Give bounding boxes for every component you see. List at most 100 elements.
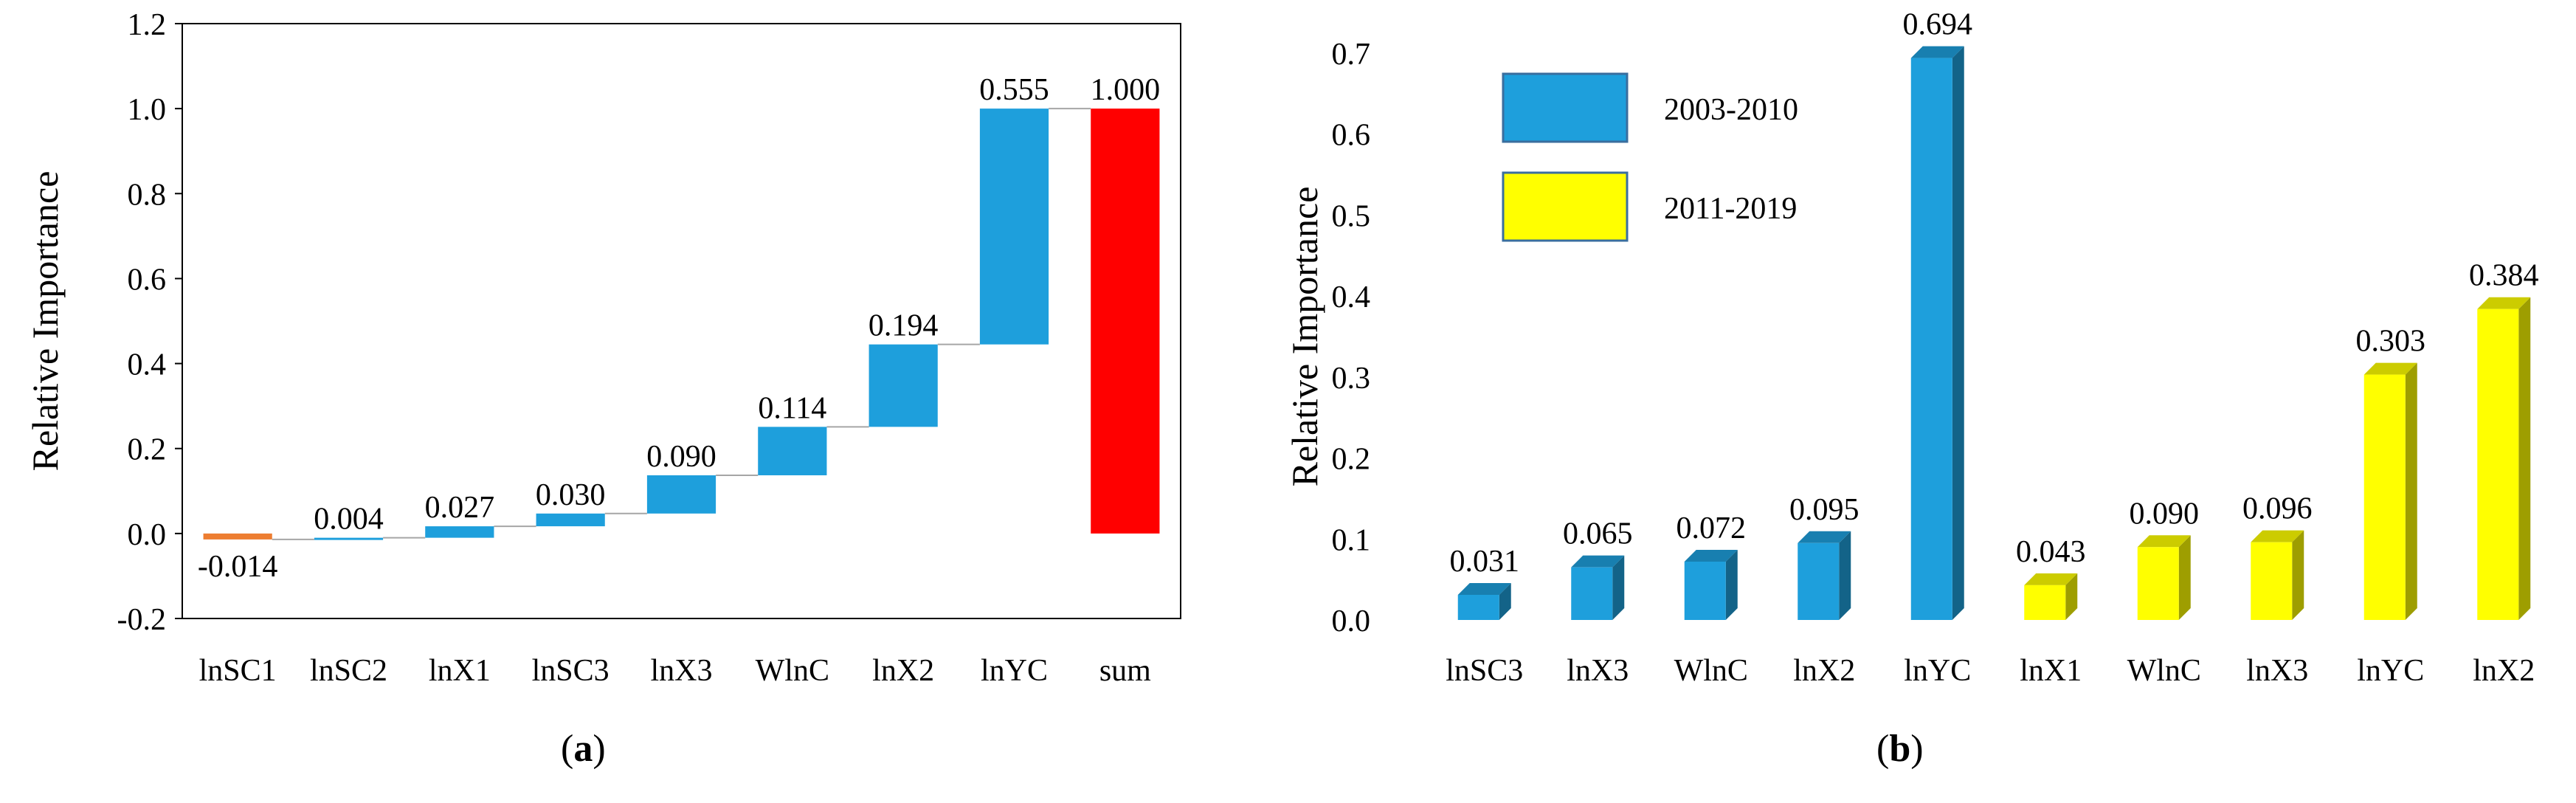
y-tick-label: 0.4 [128, 348, 167, 382]
x-tick-label: lnX3 [1567, 654, 1629, 688]
bar-top [1798, 531, 1851, 543]
bar-lnSC3 [536, 513, 605, 527]
value-label: 0.043 [2016, 535, 2086, 569]
bar-top [1571, 555, 1625, 568]
y-tick-label: 0.1 [1332, 523, 1371, 557]
bar-side [2065, 573, 2078, 620]
bar-top [2024, 573, 2078, 585]
x-tick-label: lnSC3 [532, 654, 610, 688]
caption-a-letter: a [573, 728, 593, 770]
value-label: 0.090 [2130, 497, 2200, 531]
bar-lnSC1 [203, 533, 272, 540]
value-label: 0.030 [536, 478, 606, 512]
value-label: 0.303 [2356, 325, 2426, 359]
chart-a-svg: 1.2 1.0 0.8 0.6 0.4 0.2 0.0 -0.2 Relative Import… [24, 8, 1181, 688]
bar-front [2363, 374, 2406, 620]
x-tick-label: WlnC [756, 654, 829, 688]
bar-lnX3 [2251, 530, 2304, 620]
x-tick-label: lnX2 [1793, 654, 1855, 688]
value-label: 0.694 [1903, 8, 1973, 42]
y-tick-label: 0.4 [1332, 280, 1371, 314]
bar-lnYC [2363, 362, 2417, 620]
bar-front [2024, 585, 2066, 620]
bar-lnX1 [2024, 573, 2078, 620]
value-label: 0.065 [1563, 517, 1633, 551]
bar-lnX3 [646, 475, 716, 514]
value-label: 0.555 [979, 73, 1049, 107]
bar-lnSC3 [1457, 582, 1511, 620]
y-tick-label: 0.2 [128, 433, 167, 467]
bar-top [1457, 582, 1511, 595]
legend-swatch [1502, 72, 1629, 143]
caption-b: (b) [1876, 728, 1924, 770]
y-tick-label: 1.0 [128, 93, 167, 127]
x-tick-label: WlnC [1674, 654, 1748, 688]
bar-sum [1091, 108, 1160, 534]
x-tick-label: lnX2 [872, 654, 934, 688]
bar-WlnC [2137, 535, 2191, 620]
y-tick-label: -0.2 [117, 603, 167, 637]
bar-lnX2 [1798, 531, 1851, 620]
bar-WlnC [1684, 550, 1738, 620]
bar-lnSC2 [314, 537, 384, 540]
bar-side [1839, 531, 1851, 620]
value-label: 0.095 [1789, 493, 1860, 527]
bar-side [2405, 362, 2417, 620]
y-tick-label: 1.2 [128, 8, 167, 42]
bar-front [2477, 309, 2519, 620]
bar-WlnC [758, 427, 827, 475]
x-tick-label: lnYC [981, 654, 1048, 688]
value-label: 0.384 [2469, 259, 2539, 293]
bar-side [2178, 535, 2191, 620]
bar-side [1499, 582, 1511, 620]
value-label: 0.072 [1677, 511, 1747, 545]
x-tick-label: lnX3 [651, 654, 713, 688]
bar-top [2137, 535, 2191, 548]
value-label: 1.000 [1091, 73, 1161, 107]
bar-side [1725, 550, 1738, 620]
y-tick-label: 0.5 [1332, 199, 1371, 233]
legend-label: 2003-2010 [1664, 93, 1798, 127]
chart-b: 0.7 0.6 0.5 0.4 0.3 0.2 0.1 0.0 Relative Importa… [1284, 0, 2576, 799]
bar-front [1798, 542, 1840, 620]
bar-top [2363, 362, 2417, 375]
bar-top [2477, 297, 2531, 309]
y-tick-label: 0.7 [1332, 38, 1371, 72]
bar-lnX2 [869, 344, 938, 427]
x-tick-label: WlnC [2127, 654, 2201, 688]
bar-side [2292, 530, 2304, 620]
y-tick-label: 0.6 [128, 263, 167, 297]
x-tick-label: lnYC [1904, 654, 1971, 688]
bar-front [2251, 542, 2293, 620]
bar-side [2518, 297, 2531, 620]
caption-a: (a) [561, 728, 606, 770]
bar-lnX2 [2477, 297, 2531, 620]
legend-swatch [1502, 171, 1629, 242]
chart-a: 1.2 1.0 0.8 0.6 0.4 0.2 0.0 -0.2 Relative Import… [0, 0, 1288, 799]
x-tick-label: lnSC1 [199, 654, 277, 688]
y-tick-label: 0.6 [1332, 119, 1371, 153]
x-tick-label: lnX1 [2020, 654, 2082, 688]
x-tick-label: lnSC2 [310, 654, 387, 688]
bar-top [2251, 530, 2304, 542]
bar-front [1684, 562, 1726, 620]
value-label: 0.027 [425, 491, 495, 525]
bar-lnX1 [425, 526, 494, 538]
bar-top [1910, 46, 1964, 58]
x-tick-label: lnX1 [429, 654, 491, 688]
legend-label: 2011-2019 [1664, 192, 1797, 226]
y-axis-label: Relative Importance [24, 171, 66, 472]
bar-front [1457, 594, 1499, 620]
y-tick-label: 0.2 [1332, 443, 1371, 477]
bar-lnYC [1910, 46, 1964, 620]
value-label: 0.004 [314, 503, 384, 537]
y-tick-label: 0.8 [128, 178, 167, 212]
y-tick-label: 0.0 [1332, 604, 1371, 638]
x-tick-label: lnX3 [2246, 654, 2308, 688]
value-label: -0.014 [198, 550, 278, 584]
bar-side [1952, 46, 1964, 620]
x-tick-label: sum [1099, 654, 1151, 688]
caption-b-letter: b [1889, 728, 1911, 770]
bar-front [1571, 567, 1613, 620]
value-label: 0.114 [758, 391, 826, 425]
